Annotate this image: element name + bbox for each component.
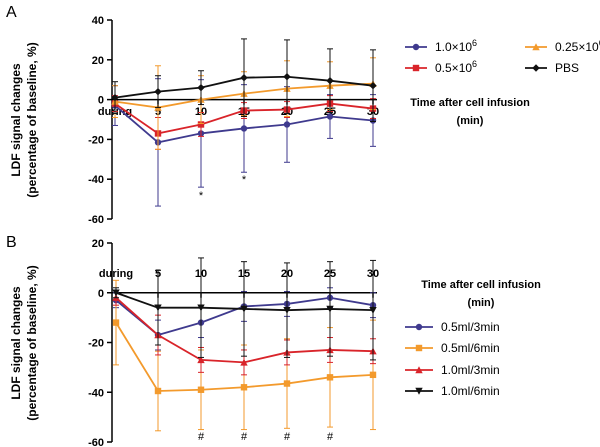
- y-tick-label-b: 20: [92, 238, 104, 250]
- y-tick-label-a: -20: [88, 134, 104, 146]
- panel-label-b: B: [6, 234, 17, 251]
- data-point-b-3-4: [283, 306, 291, 314]
- legend-marker-a-1: [412, 64, 420, 72]
- chart-panel-a: -60-40-2002040during51015202530LDF signa…: [9, 15, 600, 226]
- legend-label-b-0: 0.5ml/3min: [441, 320, 500, 334]
- significance-mark-b-2: #: [284, 431, 291, 443]
- significance-mark-a-0: *: [199, 190, 204, 202]
- panel-label-a: A: [6, 4, 17, 21]
- data-point-b-1-2: [197, 386, 205, 393]
- data-point-b-3-5: [326, 305, 334, 313]
- legend-marker-b-2: [415, 366, 423, 374]
- y-tick-label-a: -60: [88, 214, 104, 226]
- data-point-b-2-3: [240, 358, 248, 366]
- data-point-a-1-2: [197, 121, 205, 128]
- y-tick-label-a: -40: [88, 174, 104, 186]
- data-point-b-1-4: [283, 380, 291, 387]
- chart-panel-b: -60-40-20020during51015202530LDF signal …: [9, 238, 541, 447]
- data-point-b-3-3: [240, 305, 248, 313]
- y-axis-title-b-line1: LDF signal changes: [9, 286, 23, 400]
- x-tick-label-b: during: [99, 268, 133, 280]
- legend-marker-b-0: [415, 323, 423, 331]
- legend-marker-a-2: [532, 43, 540, 51]
- legend-label-a-1: 0.5×106: [435, 59, 477, 75]
- y-axis-title-b-line2: (percentage of baseline, %): [25, 265, 39, 420]
- x-axis-title-a-line1: Time after cell infusion: [410, 97, 530, 109]
- significance-mark-a-1: *: [242, 174, 247, 186]
- x-axis-title-b-line2: (min): [468, 297, 495, 309]
- data-point-a-3-3: [240, 74, 248, 82]
- data-point-a-0-3: [240, 125, 248, 132]
- legend-marker-b-1: [415, 344, 423, 352]
- data-point-b-1-0: [112, 319, 120, 326]
- legend-label-b-2: 1.0ml/3min: [441, 363, 500, 377]
- data-point-a-3-1: [154, 87, 162, 96]
- y-tick-label-a: 40: [92, 15, 104, 27]
- legend-label-a-0: 1.0×106: [435, 38, 477, 54]
- data-point-a-3-4: [283, 73, 291, 81]
- data-point-b-3-1: [154, 304, 162, 312]
- data-point-a-0-4: [283, 121, 291, 128]
- significance-mark-b-3: #: [327, 431, 334, 443]
- y-tick-label-a: 0: [98, 95, 104, 107]
- data-point-b-3-6: [369, 306, 377, 314]
- significance-mark-b-1: #: [241, 431, 248, 443]
- series-b-1: [112, 279, 377, 432]
- data-point-a-3-0: [111, 93, 119, 102]
- data-point-a-3-6: [369, 81, 377, 90]
- y-tick-label-a: 20: [92, 55, 104, 67]
- y-axis-title-a-line2: (percentage of baseline, %): [25, 42, 39, 197]
- y-tick-label-b: -60: [88, 437, 104, 447]
- data-point-b-1-3: [240, 384, 248, 391]
- legend-label-b-1: 0.5ml/6min: [441, 341, 500, 355]
- data-point-a-0-5: [326, 113, 334, 120]
- data-point-b-1-5: [326, 374, 334, 381]
- y-tick-label-b: 0: [98, 288, 104, 300]
- data-point-b-1-6: [369, 371, 377, 379]
- legend-label-a-3: PBS: [555, 61, 579, 75]
- data-point-b-3-0: [112, 289, 120, 297]
- legend-label-a-2: 0.25×106: [555, 38, 600, 54]
- y-tick-label-b: -20: [88, 338, 104, 350]
- legend-marker-a-0: [412, 43, 420, 51]
- legend-marker-a-3: [532, 64, 540, 72]
- y-tick-label-b: -40: [88, 387, 104, 399]
- series-b-3: [112, 257, 377, 361]
- data-point-a-3-5: [326, 76, 334, 85]
- series-b-2: [112, 289, 377, 376]
- legend-label-b-3: 1.0ml/6min: [441, 384, 500, 398]
- data-point-a-3-2: [197, 83, 205, 92]
- significance-mark-b-0: #: [198, 431, 205, 443]
- legend-marker-b-3: [415, 387, 423, 395]
- x-axis-title-a-line2: (min): [457, 115, 484, 127]
- data-point-b-2-2: [197, 356, 205, 364]
- data-point-b-3-2: [197, 304, 205, 312]
- x-axis-title-b-line1: Time after cell infusion: [421, 279, 541, 291]
- data-point-b-1-1: [154, 387, 162, 395]
- series-a-3: [111, 38, 377, 122]
- y-axis-title-a-line1: LDF signal changes: [9, 63, 23, 177]
